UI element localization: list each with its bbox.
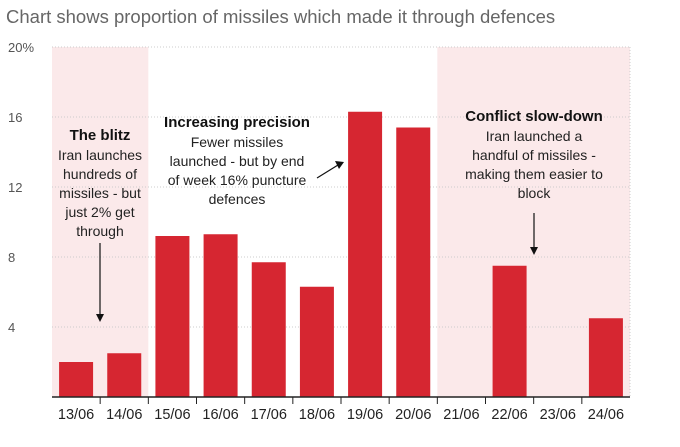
annotation-arrow	[316, 164, 339, 179]
annotation-text: hundreds of	[63, 166, 137, 182]
x-tick-label: 18/06	[299, 407, 335, 423]
annotation-text: defences	[209, 191, 266, 207]
bar	[299, 286, 334, 397]
annotation-text: of week 16% puncture	[168, 172, 307, 188]
x-tick-label: 20/06	[395, 407, 431, 423]
y-tick-label: 4	[8, 320, 15, 335]
bar	[492, 265, 527, 397]
annotation-heading: Conflict slow-down	[465, 108, 602, 125]
annotation-text: making them easier to	[465, 166, 603, 182]
annotation-text: through	[76, 223, 123, 239]
x-tick-label: 21/06	[443, 407, 479, 423]
x-tick-label: 17/06	[251, 407, 287, 423]
y-tick-label: 12	[8, 180, 22, 195]
bar	[251, 262, 286, 397]
x-tick-label: 24/06	[588, 407, 624, 423]
annotation-text: Iran launched a	[486, 128, 583, 144]
annotation-arrowhead	[96, 314, 104, 322]
bar	[396, 127, 431, 397]
annotation-arrowhead	[530, 247, 538, 255]
annotation-arrowhead	[335, 161, 344, 169]
x-tick-label: 19/06	[347, 407, 383, 423]
shaded-period	[52, 47, 149, 397]
y-tick-label: 8	[8, 250, 15, 265]
annotation-heading: Increasing precision	[164, 114, 310, 131]
annotation-text: launched - but by end	[170, 153, 305, 169]
x-tick-label: 23/06	[540, 407, 576, 423]
annotation-text: handful of missiles -	[472, 147, 596, 163]
annotation-text: just 2% get	[64, 204, 134, 220]
bar	[348, 111, 383, 397]
bar	[59, 362, 94, 397]
x-tick-label: 16/06	[202, 407, 238, 423]
bar	[155, 236, 190, 397]
x-tick-label: 13/06	[58, 407, 94, 423]
x-tick-label: 22/06	[491, 407, 527, 423]
y-tick-label: 20%	[8, 40, 34, 55]
annotation-text: block	[518, 185, 552, 201]
annotation-text: Fewer missiles	[191, 134, 284, 150]
x-tick-label: 14/06	[106, 407, 142, 423]
x-tick-label: 15/06	[154, 407, 190, 423]
annotation-text: Iran launches	[58, 147, 142, 163]
chart-title: Chart shows proportion of missiles which…	[6, 6, 556, 27]
y-tick-label: 16	[8, 110, 22, 125]
annotation-text: missiles - but	[59, 185, 141, 201]
annotation-heading: The blitz	[70, 127, 131, 144]
bar	[107, 353, 142, 397]
bar	[588, 318, 623, 397]
bar	[203, 234, 238, 397]
